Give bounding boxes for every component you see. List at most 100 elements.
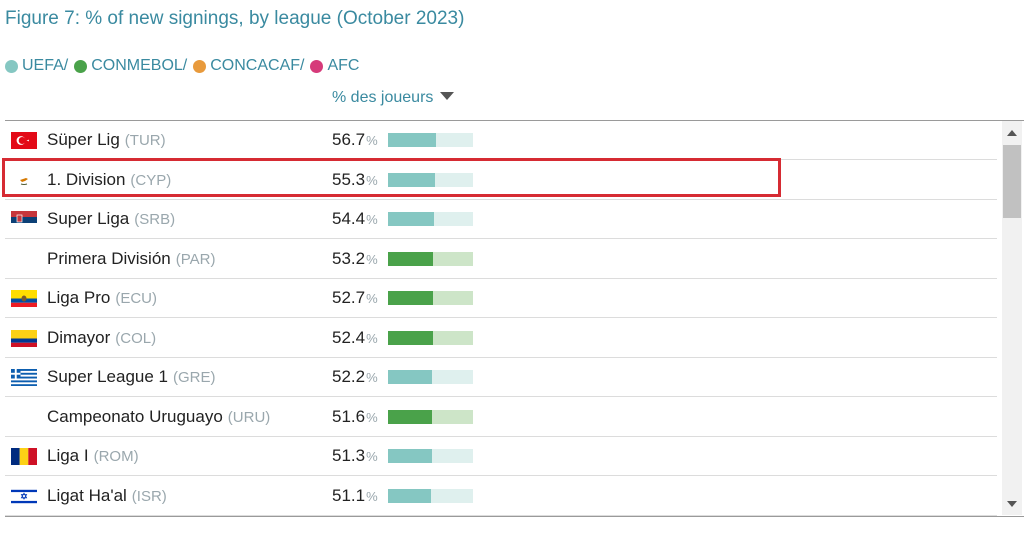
legend-item-uefa: UEFA/: [5, 57, 74, 75]
percent-sign: %: [366, 133, 378, 148]
country-code: (GRE): [173, 369, 216, 386]
legend-dot-concacaf: [193, 59, 207, 73]
league-name: Liga Pro (ECU): [47, 288, 157, 308]
bar-fill: [388, 133, 437, 147]
bar-track: [388, 133, 473, 147]
scroll-down-icon[interactable]: [1007, 501, 1017, 507]
league-name: Ligat Ha'al (ISR): [47, 486, 167, 506]
bar-track: [388, 330, 473, 345]
league-name: 1. Division (CYP): [47, 170, 171, 190]
table-row[interactable]: Dimayor (COL) 52.4%: [5, 319, 997, 358]
legend: UEFA/ CONMEBOL/ CONCACAF/ AFC: [5, 57, 359, 75]
table-row[interactable]: Super Liga (SRB) 54.4%: [5, 200, 997, 239]
legend-dot-uefa: [5, 59, 18, 73]
legend-item-concacaf: CONCACAF/: [193, 57, 310, 75]
league-name: Super Liga (SRB): [47, 209, 175, 229]
league-name: Super League 1 (GRE): [47, 367, 216, 387]
value-label: 52.2%: [332, 367, 378, 387]
legend-label-uefa: UEFA/: [22, 57, 69, 74]
league-label: Liga I: [47, 446, 89, 465]
cyprus-flag-icon: [11, 171, 37, 189]
israel-flag-icon: [11, 487, 37, 505]
romania-flag-icon: [11, 448, 37, 465]
value-label: 54.4%: [332, 209, 378, 229]
table-row[interactable]: Liga I (ROM) 51.3%: [5, 437, 997, 476]
bar-track: [388, 212, 473, 226]
table-row[interactable]: Super League 1 (GRE) 52.2%: [5, 358, 997, 397]
legend-item-conmebol: CONMEBOL/: [74, 57, 193, 75]
legend-item-afc: AFC: [310, 57, 359, 75]
chart-title: Figure 7: % of new signings, by league (…: [5, 8, 465, 29]
table-row[interactable]: 1. Division (CYP) 55.3%: [5, 161, 997, 200]
country-code: (CYP): [130, 171, 172, 189]
table-row[interactable]: Liga Pro (ECU) 52.7%: [5, 279, 997, 318]
value-number: 52.4: [332, 327, 366, 347]
bar-track: [388, 449, 473, 463]
league-name: Süper Lig (TUR): [47, 130, 166, 150]
bar-track: [388, 251, 473, 266]
sort-column-header[interactable]: % des joueurs: [332, 89, 455, 107]
value-number: 51.1: [332, 485, 366, 505]
league-label: Super League 1: [47, 367, 168, 386]
bar-fill: [388, 449, 432, 463]
scrollbar[interactable]: [1002, 121, 1022, 515]
bar-fill: [388, 409, 432, 424]
table-row[interactable]: Primera División (PAR) 53.2%: [5, 240, 997, 279]
legend-dot-afc: [310, 59, 324, 73]
country-code: (SRB): [134, 211, 176, 228]
table-row[interactable]: Campeonato Uruguayo (URU) 51.6%: [5, 398, 997, 437]
league-label: Liga Pro: [47, 288, 111, 307]
percent-sign: %: [366, 409, 378, 425]
greece-flag-icon: [11, 369, 37, 386]
bar-track: [388, 291, 473, 305]
percent-sign: %: [366, 212, 378, 227]
serbia-flag-icon: [11, 211, 37, 228]
percent-sign: %: [366, 330, 378, 346]
value-number: 52.7: [332, 288, 366, 307]
caret-down-icon[interactable]: [440, 92, 455, 100]
country-code: (COL): [115, 329, 157, 347]
value-number: 56.7: [332, 130, 366, 149]
legend-label-afc: AFC: [327, 57, 360, 74]
league-label: Dimayor: [47, 327, 111, 347]
value-label: 51.6%: [332, 407, 378, 427]
league-name: Liga I (ROM): [47, 446, 139, 466]
bar-fill: [388, 488, 432, 503]
league-label: Super Liga: [47, 209, 130, 228]
country-code: (TUR): [124, 132, 166, 149]
scroll-up-icon[interactable]: [1007, 130, 1017, 136]
bar-fill: [388, 172, 435, 187]
country-code: (ECU): [115, 290, 157, 307]
value-number: 51.3: [332, 446, 366, 465]
country-code: (URU): [227, 408, 271, 426]
scrollbar-thumb[interactable]: [1003, 145, 1021, 218]
column-header-label: % des joueurs: [332, 89, 434, 106]
country-code: (PAR): [175, 250, 216, 268]
percent-sign: %: [366, 172, 378, 188]
table-row[interactable]: Ligat Ha'al (ISR) 51.1%: [5, 477, 997, 516]
bar-fill: [388, 330, 433, 345]
value-number: 55.3: [332, 169, 366, 189]
league-table: Süper Lig (TUR) 56.7% 1. Division (CYP) 55.3%…: [5, 120, 1024, 517]
bar-fill: [388, 251, 434, 266]
percent-sign: %: [366, 251, 378, 267]
value-label: 53.2%: [332, 249, 378, 269]
percent-sign: %: [366, 449, 378, 464]
value-label: 52.7%: [332, 288, 378, 308]
legend-dot-conmebol: [74, 59, 88, 73]
league-label: Süper Lig: [47, 130, 120, 149]
colombia-flag-icon: [11, 329, 37, 347]
value-number: 54.4: [332, 209, 366, 228]
value-label: 52.4%: [332, 328, 378, 348]
turkey-flag-icon: [11, 132, 37, 149]
ecuador-flag-icon: [11, 290, 37, 307]
bar-track: [388, 172, 473, 187]
value-label: 55.3%: [332, 170, 378, 190]
table-row[interactable]: Süper Lig (TUR) 56.7%: [5, 121, 997, 160]
percent-sign: %: [366, 370, 378, 385]
league-label: Primera División: [47, 248, 171, 268]
country-code: (ROM): [93, 448, 139, 465]
legend-label-concacaf: CONCACAF/: [210, 57, 305, 74]
league-label: Ligat Ha'al: [47, 485, 127, 505]
value-label: 56.7%: [332, 130, 378, 150]
